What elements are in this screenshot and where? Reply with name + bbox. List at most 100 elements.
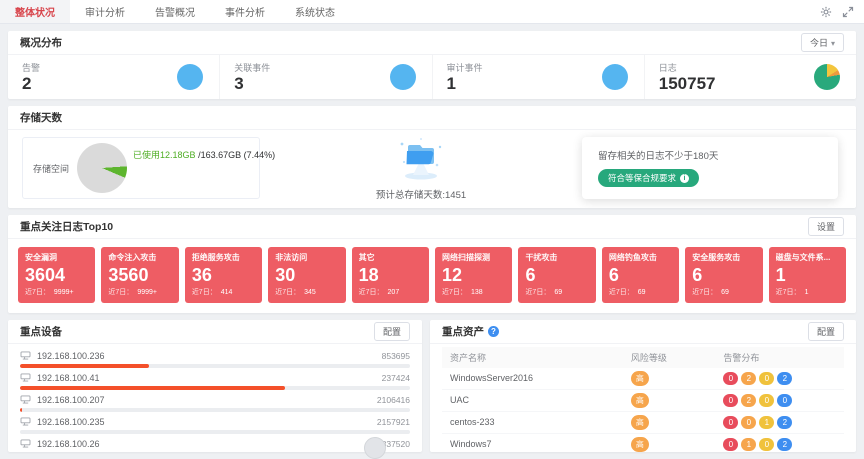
device-count: 2106416 [376,394,410,405]
log-card-interference[interactable]: 干扰攻击 6 近7日： 69 [518,247,596,303]
device-row[interactable]: 192.168.100.26 837520 [20,439,410,452]
asset-name: WindowsServer2016 [442,367,623,390]
log-card-cmd-injection[interactable]: 命令注入攻击 3560 近7日： 9999+ [101,247,179,303]
tab-overall-status[interactable]: 整体状况 [0,0,70,23]
device-bar-track [20,429,410,434]
stat-alerts: 告警 2 [8,55,221,99]
log-card-name: 干扰攻击 [525,253,558,262]
storage-space-box: 存储空间 已使用12.18GB /163.67GB (7.44%) [22,137,275,199]
device-row[interactable]: 192.168.100.235 2157921 [20,417,410,434]
storage-usage-text: 已使用12.18GB /163.67GB (7.44%) [133,150,276,160]
log-card-phishing[interactable]: 网络钓鱼攻击 6 近7日： 69 [601,247,680,303]
asset-row[interactable]: centos-233 高 0 0 1 2 [442,411,844,434]
log-card-name: 命令注入攻击 [108,253,157,262]
log-card-name: 磁盘与文件系... [775,253,831,262]
log-card-other[interactable]: 其它 18 近7日： 207 [351,247,430,303]
device-bar-track [20,363,410,368]
log-card-network-scan[interactable]: 网络扫描探测 12 近7日： 138 [435,247,513,303]
device-row[interactable]: 192.168.100.41 237424 [20,373,410,390]
device-bar-fill [20,385,286,390]
estimated-storage-days: 预计总存储天数:1451 [375,190,467,201]
badge-critical: 0 [723,371,739,385]
period-select-dropdown[interactable]: 今日 ▾ [800,33,844,52]
compliance-badge-button[interactable]: 符合等保合规要求 i [598,169,700,187]
log-card-recent: 近7日： 69 [692,288,729,296]
badge-high: 2 [741,393,757,407]
top-logs-settings-button[interactable]: 设置 [807,217,844,236]
stat-correlated-events: 关联事件 3 [220,55,433,99]
log-card-disk-filesystem[interactable]: 磁盘与文件系... 1 近7日： 1 [768,247,847,303]
fullscreen-expand-icon[interactable] [842,6,854,18]
device-icon [20,351,31,360]
alert-distribution: 0 2 0 2 [723,371,793,385]
stat-value: 2 [22,74,32,93]
log-card-recent: 近7日： 69 [525,288,563,296]
badge-high: 0 [741,415,757,429]
log-card-illegal-access[interactable]: 非法访问 30 近7日： 345 [268,247,346,303]
device-count: 2157921 [376,416,410,427]
compliance-bubble: 留存相关的日志不少于180天 符合等保合规要求 i [582,137,838,199]
device-ip: 192.168.100.236 [37,350,105,361]
key-assets-title: 重点资产 ? [442,324,499,339]
log-card-name: 网络钓鱼攻击 [608,253,657,262]
asset-row[interactable]: Windows7 高 0 1 0 2 [442,433,844,452]
devices-config-button[interactable]: 配置 [373,321,410,341]
log-card-value: 3560 [108,265,149,285]
log-card-name: 安全服务攻击 [692,253,741,262]
bottom-row: 重点设备 配置 192.168.100.236 853695 192.168.1… [8,319,856,452]
storage-pie-chart [77,143,128,193]
device-bar-track [20,407,410,412]
alert-circle-icon [177,64,204,90]
device-ip: 192.168.100.235 [37,416,105,427]
risk-badge: 高 [630,392,649,408]
log-card-value: 6 [608,265,619,285]
log-card-security-vuln[interactable]: 安全漏洞 3604 近7日： 9999+ [18,247,96,303]
log-card-dos-attack[interactable]: 拒绝服务攻击 36 近7日： 414 [184,247,263,303]
storage-body: 存储空间 已使用12.18GB /163.67GB (7.44%) [8,130,856,208]
storage-section-title: 存储天数 [20,112,62,124]
badge-medium: 0 [759,393,775,407]
overview-stats-row: 告警 2 关联事件 3 审计事件 1 日志 150757 [8,55,856,99]
floating-helper-bubble[interactable] [364,437,386,459]
assets-config-button[interactable]: 配置 [807,321,844,341]
folder-illustration-icon [390,135,452,186]
device-bar-fill [20,363,149,368]
log-card-recent: 近7日： 414 [191,288,233,296]
asset-row[interactable]: WindowsServer2016 高 0 2 0 2 [442,367,844,390]
log-card-recent: 近7日： 1 [775,288,809,296]
device-row[interactable]: 192.168.100.236 853695 [20,351,410,368]
device-row[interactable]: 192.168.100.207 2106416 [20,395,410,412]
tab-event-analysis[interactable]: 事件分析 [225,8,265,19]
gear-icon[interactable] [820,6,832,18]
log-card-recent: 近7日： 9999+ [108,288,157,296]
badge-critical: 0 [723,415,739,429]
stat-value: 150757 [658,74,716,93]
stat-value: 1 [446,74,456,93]
tab-audit-analysis[interactable]: 审计分析 [85,8,125,19]
log-card-name: 非法访问 [275,253,308,262]
stat-label: 审计事件 [446,63,483,73]
log-card-value: 3604 [25,265,66,285]
asset-row[interactable]: UAC 高 0 2 0 0 [442,389,844,412]
badge-critical: 0 [723,437,739,451]
log-pie-chart [814,64,840,90]
device-bar-track [20,385,410,390]
device-icon [20,373,31,382]
badge-high: 2 [741,371,757,385]
audit-circle-icon [601,64,628,90]
tab-system-status[interactable]: 系统状态 [295,8,335,19]
device-bar-fill [20,407,23,412]
top-logs-row: 安全漏洞 3604 近7日： 9999+ 命令注入攻击 3560 近7日： 9999… [8,239,856,313]
stat-value: 3 [234,74,244,93]
help-icon[interactable]: ? [488,325,499,337]
retention-note: 留存相关的日志不少于180天 [598,151,719,162]
device-count: 837520 [381,438,410,449]
tab-alert-overview[interactable]: 告警概况 [155,8,195,19]
badge-low: 2 [777,371,793,385]
col-header-asset-name: 资产名称 [442,346,623,368]
info-icon: i [680,173,690,183]
devices-list: 192.168.100.236 853695 192.168.100.41 23… [8,344,422,452]
log-card-service-attack[interactable]: 安全服务攻击 6 近7日： 69 [685,247,763,303]
log-card-recent: 近7日： 138 [442,288,483,296]
log-card-name: 拒绝服务攻击 [191,253,240,262]
